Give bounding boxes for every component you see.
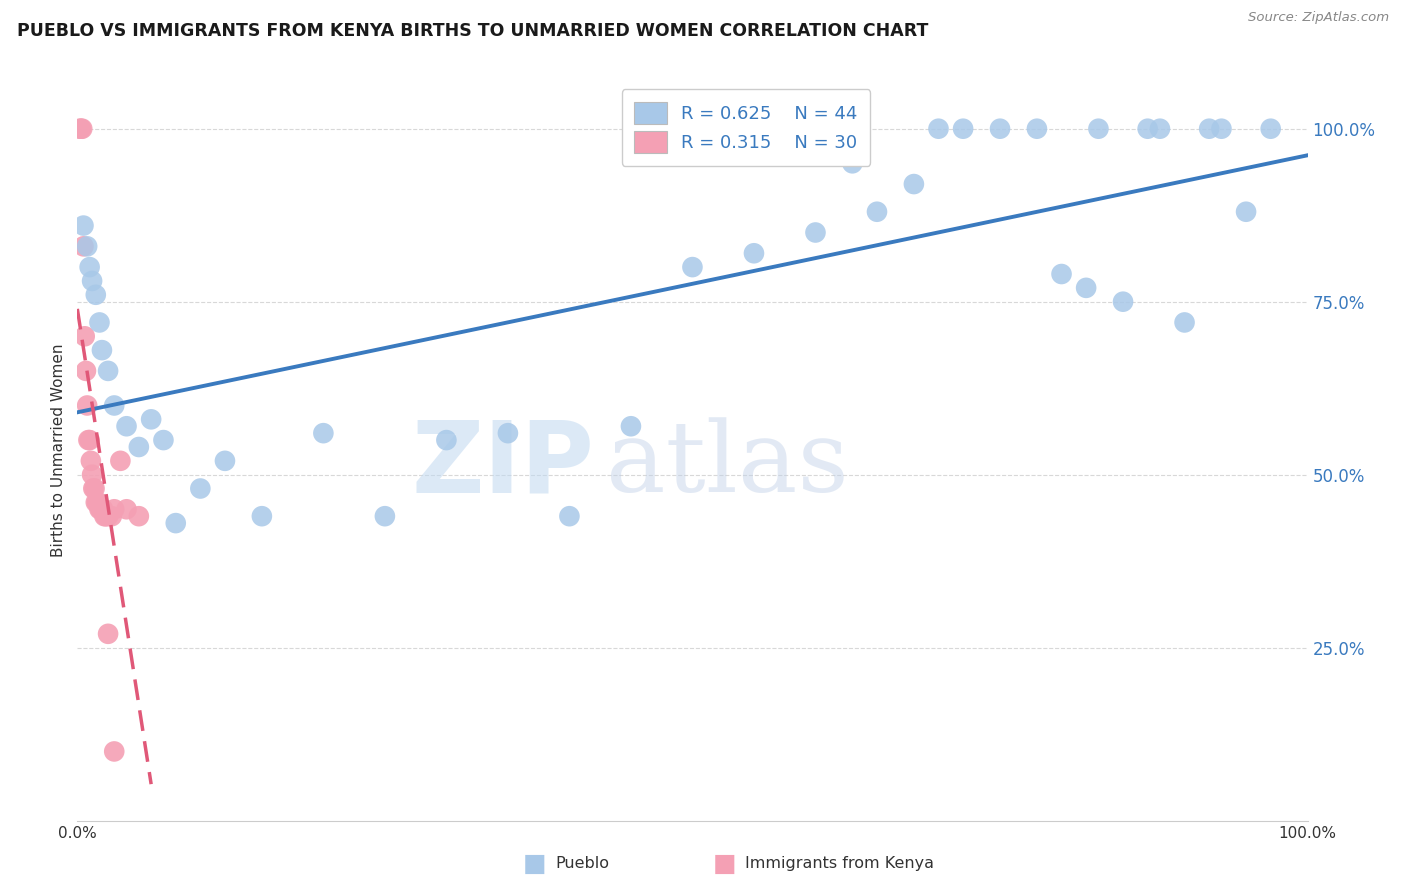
Point	[79, 260, 101, 274]
Point	[620, 419, 643, 434]
Point	[188, 482, 212, 496]
Point	[903, 177, 925, 191]
Point	[988, 121, 1011, 136]
Point	[1149, 121, 1171, 136]
Point	[70, 121, 93, 136]
Point	[89, 315, 111, 329]
Text: Pueblo: Pueblo	[555, 856, 609, 871]
Point	[86, 495, 108, 509]
Point	[76, 239, 98, 253]
Point	[84, 495, 107, 509]
Point	[496, 426, 519, 441]
Text: Source: ZipAtlas.com: Source: ZipAtlas.com	[1249, 11, 1389, 24]
Point	[90, 343, 114, 358]
Point	[128, 440, 150, 454]
Point	[83, 482, 105, 496]
Point	[436, 433, 458, 447]
Point	[94, 509, 117, 524]
Point	[90, 502, 112, 516]
Point	[1198, 121, 1220, 136]
Point	[93, 509, 115, 524]
Y-axis label: Births to Unmarried Women: Births to Unmarried Women	[51, 343, 66, 558]
Point	[952, 121, 974, 136]
Point	[1076, 281, 1098, 295]
Point	[841, 156, 863, 170]
Point	[374, 509, 396, 524]
Point	[1174, 315, 1197, 329]
Point	[1026, 121, 1049, 136]
Point	[110, 454, 132, 468]
Point	[103, 502, 125, 516]
Point	[101, 509, 124, 524]
Point	[115, 419, 138, 434]
Point	[115, 502, 138, 516]
Point	[72, 239, 94, 253]
Point	[312, 426, 335, 441]
Point	[152, 433, 174, 447]
Point	[79, 433, 101, 447]
Point	[70, 121, 93, 136]
Point	[1211, 121, 1233, 136]
Text: Immigrants from Kenya: Immigrants from Kenya	[745, 856, 934, 871]
Point	[1136, 121, 1159, 136]
Point	[89, 502, 111, 516]
Point	[1050, 267, 1073, 281]
Text: ■: ■	[713, 852, 735, 875]
Point	[73, 329, 96, 343]
Point	[1260, 121, 1282, 136]
Legend: R = 0.625    N = 44, R = 0.315    N = 30: R = 0.625 N = 44, R = 0.315 N = 30	[621, 89, 870, 166]
Point	[82, 467, 104, 482]
Text: ZIP: ZIP	[411, 417, 595, 514]
Point	[141, 412, 163, 426]
Point	[80, 454, 103, 468]
Point	[91, 502, 114, 516]
Point	[804, 226, 827, 240]
Point	[90, 502, 114, 516]
Point	[742, 246, 765, 260]
Point	[97, 364, 120, 378]
Point	[97, 509, 120, 524]
Point	[866, 204, 889, 219]
Point	[928, 121, 950, 136]
Point	[165, 516, 187, 530]
Point	[76, 399, 98, 413]
Point	[214, 454, 236, 468]
Point	[72, 219, 94, 233]
Point	[128, 509, 150, 524]
Point	[1112, 294, 1135, 309]
Point	[84, 287, 107, 301]
Text: atlas: atlas	[606, 417, 849, 513]
Point	[87, 495, 110, 509]
Point	[82, 274, 104, 288]
Point	[97, 627, 120, 641]
Point	[103, 744, 125, 758]
Text: ■: ■	[523, 852, 546, 875]
Point	[250, 509, 273, 524]
Point	[103, 399, 125, 413]
Point	[1087, 121, 1109, 136]
Point	[1234, 204, 1257, 219]
Text: PUEBLO VS IMMIGRANTS FROM KENYA BIRTHS TO UNMARRIED WOMEN CORRELATION CHART: PUEBLO VS IMMIGRANTS FROM KENYA BIRTHS T…	[17, 22, 928, 40]
Point	[558, 509, 581, 524]
Point	[682, 260, 704, 274]
Point	[69, 121, 91, 136]
Point	[77, 433, 100, 447]
Point	[75, 364, 97, 378]
Point	[82, 482, 104, 496]
